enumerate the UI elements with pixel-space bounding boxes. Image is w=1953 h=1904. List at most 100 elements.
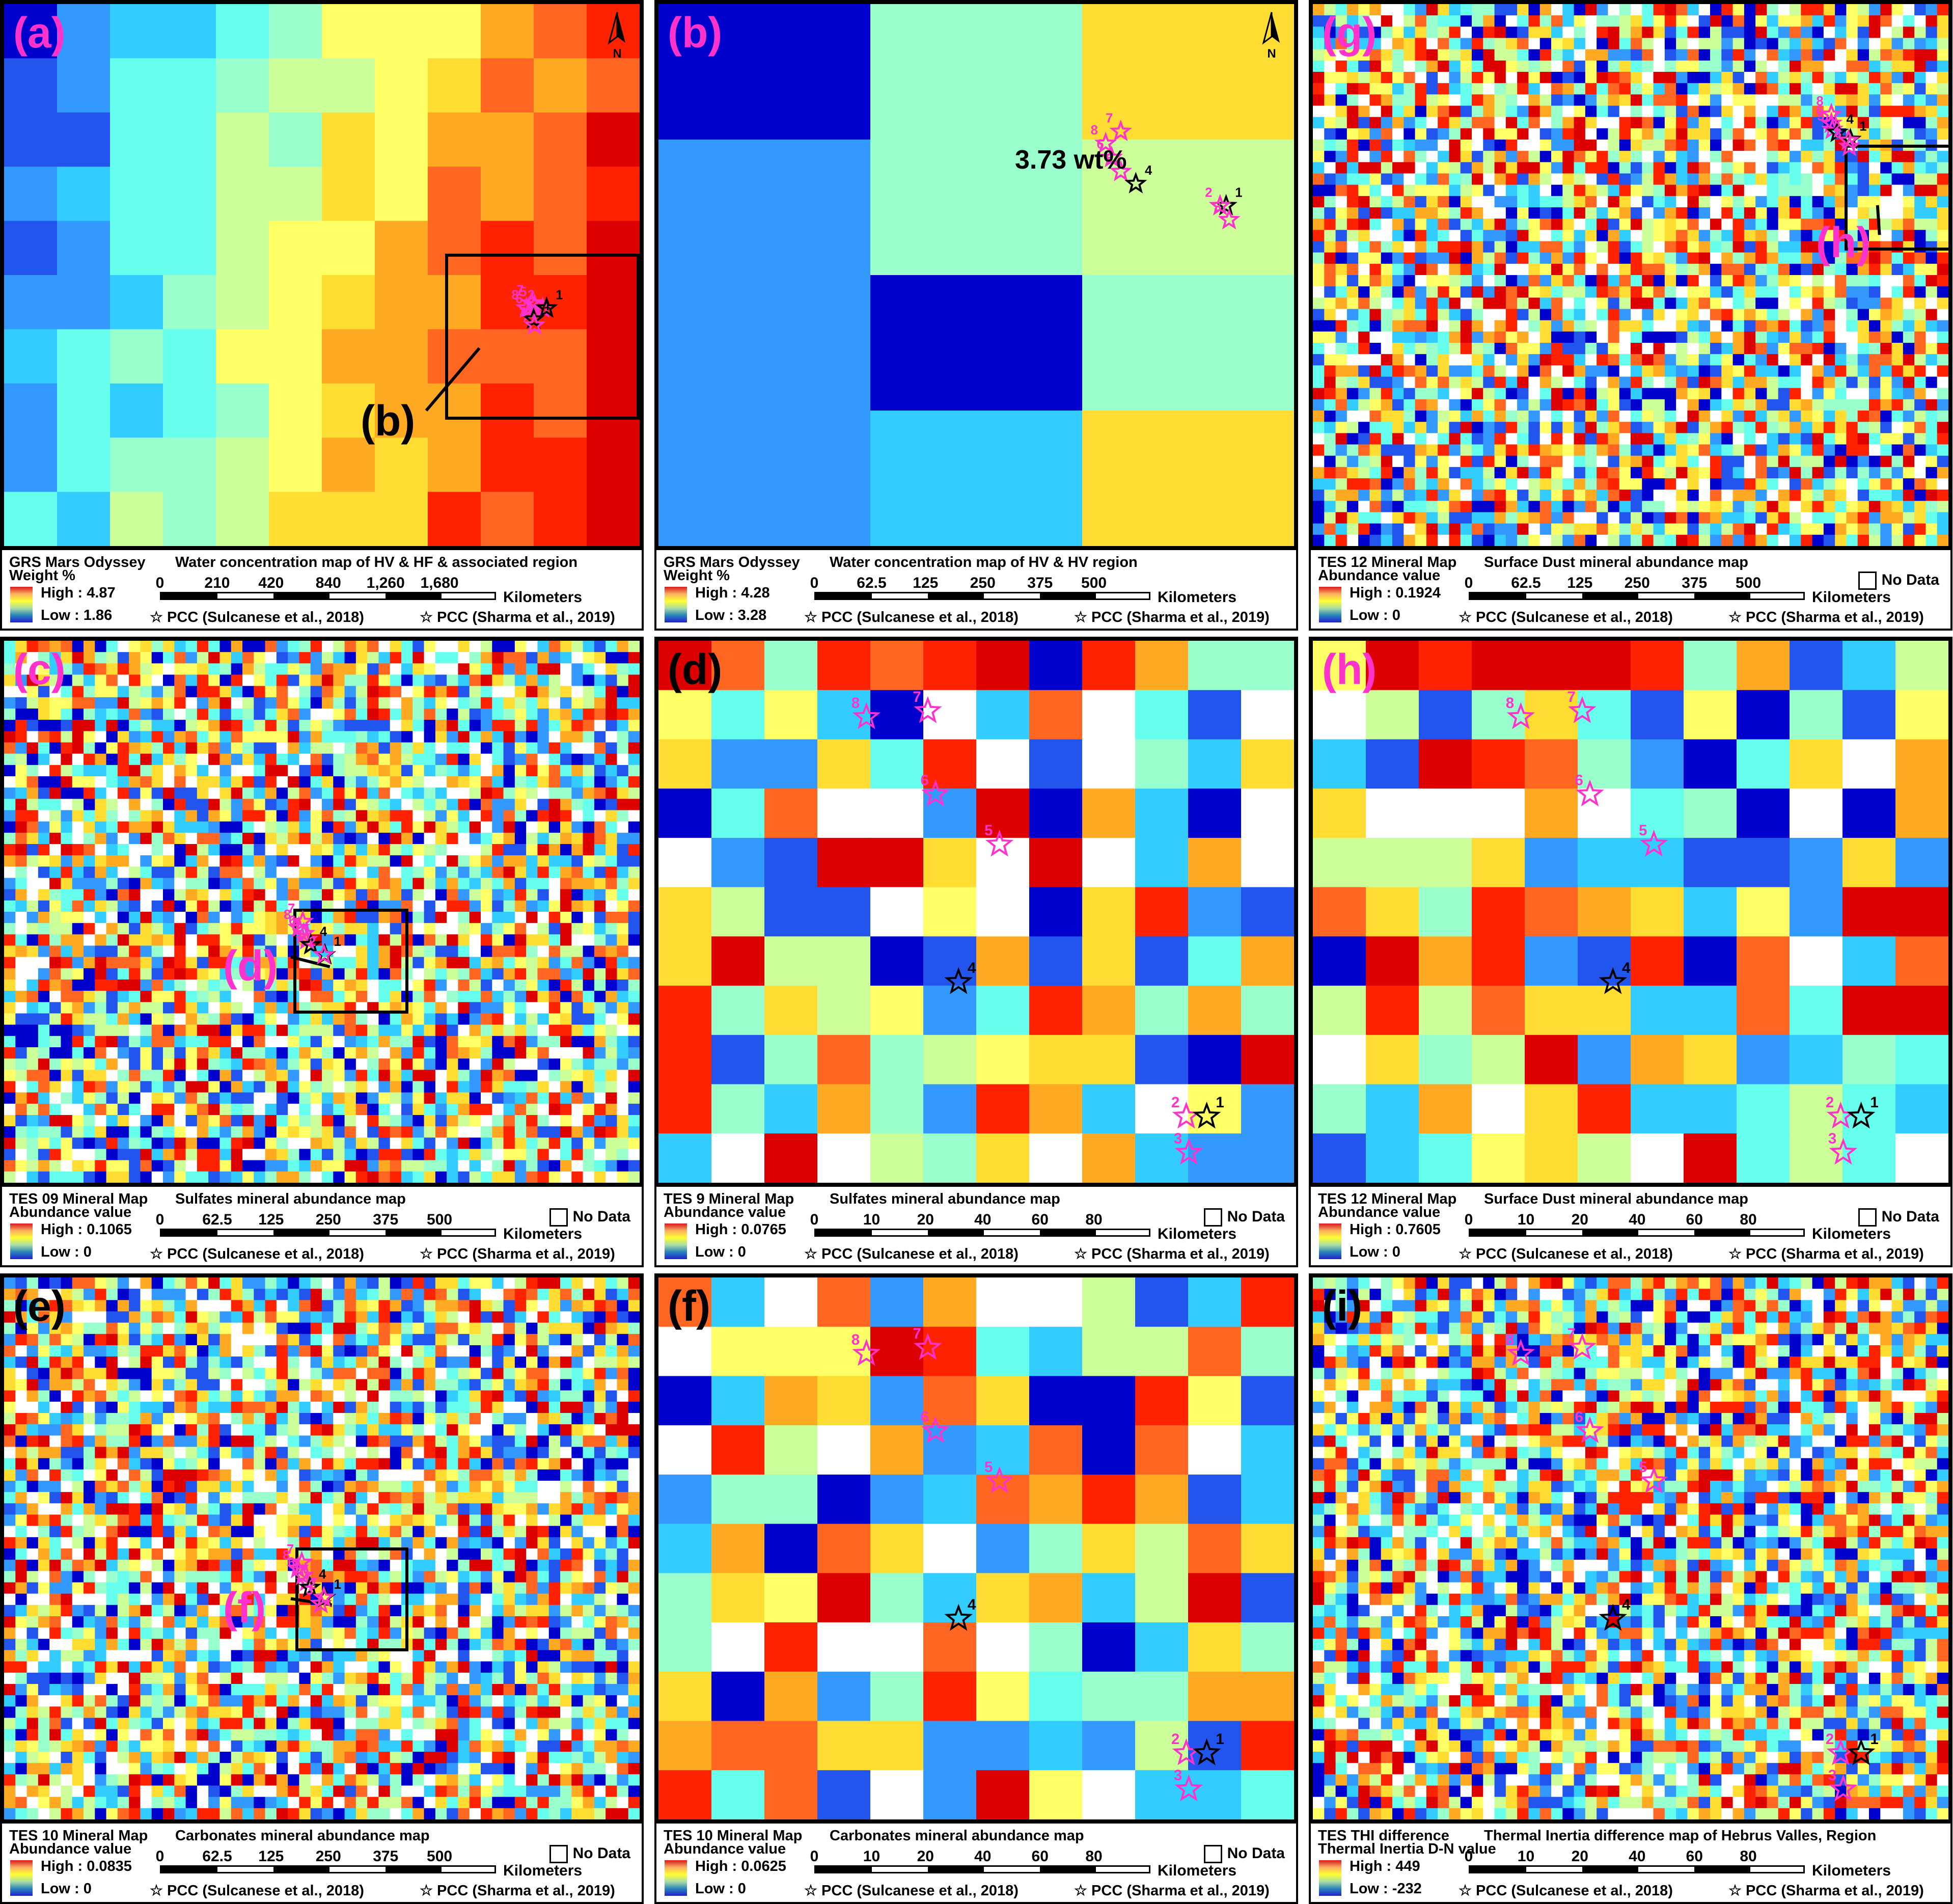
raster-cell	[1664, 411, 1676, 422]
raster-cell	[216, 167, 270, 222]
raster-cell	[1687, 275, 1699, 287]
raster-cell	[1415, 184, 1427, 197]
raster-cell	[1335, 275, 1347, 287]
raster-cell	[1937, 15, 1948, 27]
raster-cell	[1801, 467, 1813, 479]
raster-cell	[1562, 140, 1575, 151]
raster-cell	[1698, 241, 1711, 253]
raster-cell	[1914, 26, 1926, 38]
raster-cell	[1914, 444, 1926, 456]
raster-cell	[1483, 94, 1495, 106]
raster-cell	[1449, 241, 1461, 253]
raster-cell	[1369, 489, 1382, 501]
raster-cell	[1812, 151, 1824, 162]
raster-cell	[1392, 388, 1404, 400]
raster-cell	[428, 221, 482, 277]
raster-cell	[1812, 286, 1824, 298]
raster-cell	[1574, 72, 1586, 84]
raster-cell	[1778, 207, 1790, 219]
raster-cell	[1082, 275, 1294, 414]
raster-cell	[1472, 219, 1483, 230]
raster-cell	[1369, 331, 1382, 343]
raster-cell	[1891, 72, 1904, 84]
raster-cell	[1687, 399, 1699, 411]
raster-cell	[1392, 207, 1404, 219]
raster-cell	[1551, 275, 1563, 287]
raster-cell	[1415, 331, 1427, 343]
raster-cell	[1472, 105, 1483, 118]
raster-cell	[1346, 286, 1359, 298]
raster-cell	[1562, 94, 1575, 106]
raster-cell	[1857, 230, 1869, 241]
raster-cell	[1335, 489, 1347, 501]
site-number: 8	[511, 288, 518, 302]
star-icon	[535, 296, 558, 318]
raster-cell	[1404, 489, 1416, 501]
raster-cell	[1539, 297, 1552, 309]
raster-cell	[1335, 501, 1347, 512]
raster-cell	[1891, 117, 1904, 129]
raster-cell	[428, 167, 482, 222]
raster-cell	[1732, 422, 1745, 433]
raster-cell	[1857, 252, 1869, 264]
raster-cell	[1449, 275, 1461, 287]
raster-cell	[1857, 196, 1869, 208]
raster-cell	[1449, 105, 1461, 118]
raster-cell	[1914, 263, 1926, 276]
raster-cell	[1404, 26, 1416, 38]
raster-cell	[1869, 297, 1881, 309]
raster-cell	[1517, 140, 1529, 151]
raster-cell	[1324, 309, 1336, 321]
raster-cell	[1494, 388, 1506, 400]
raster-cell	[1869, 72, 1881, 84]
raster-cell	[1335, 388, 1347, 400]
raster-cell	[1903, 331, 1915, 343]
raster-cell	[1631, 184, 1642, 197]
raster-cell	[1744, 140, 1756, 151]
raster-cell	[1483, 365, 1495, 377]
raster-cell	[1823, 411, 1835, 422]
raster-cell	[375, 112, 429, 168]
raster-cell	[1438, 501, 1449, 512]
raster-cell	[1631, 444, 1642, 456]
raster-cell	[1687, 230, 1699, 241]
raster-cell	[1790, 196, 1801, 208]
raster-cell	[1631, 263, 1642, 276]
raster-cell	[1528, 173, 1541, 185]
legend-source-sulcanese: ☆ PCC (Sulcanese et al., 2018)	[1459, 609, 1673, 625]
raster-cell	[1767, 263, 1779, 276]
raster-cell	[1812, 297, 1824, 309]
raster-cell	[1324, 263, 1336, 276]
raster-cell	[1631, 72, 1642, 84]
raster-cell	[1346, 297, 1359, 309]
raster-cell	[1767, 354, 1779, 366]
raster-cell	[1755, 478, 1767, 490]
raster-cell	[1438, 241, 1449, 253]
raster-cell	[1801, 230, 1813, 241]
raster-cell	[1381, 94, 1393, 106]
raster-cell	[1392, 105, 1404, 118]
raster-cell	[1698, 275, 1711, 287]
raster-cell	[1891, 15, 1904, 27]
raster-cell	[1642, 478, 1654, 490]
raster-cell	[4, 383, 59, 439]
raster-cell	[1664, 230, 1676, 241]
raster-cell	[1483, 196, 1495, 208]
raster-cell	[1676, 128, 1688, 140]
raster-cell	[1608, 399, 1620, 411]
raster-cell	[1539, 444, 1552, 456]
raster-cell	[1744, 252, 1756, 264]
raster-cell	[1664, 478, 1676, 490]
raster-cell	[1597, 105, 1608, 118]
raster-cell	[1619, 252, 1631, 264]
raster-cell	[1926, 275, 1938, 287]
raster-cell	[1835, 309, 1847, 321]
raster-cell	[1539, 117, 1552, 129]
raster-cell	[1937, 467, 1948, 479]
raster-cell	[534, 167, 588, 222]
scale-tick: 500	[1081, 575, 1107, 591]
raster-cell	[1801, 399, 1813, 411]
raster-cell	[1778, 117, 1790, 129]
raster-cell	[1857, 433, 1869, 445]
